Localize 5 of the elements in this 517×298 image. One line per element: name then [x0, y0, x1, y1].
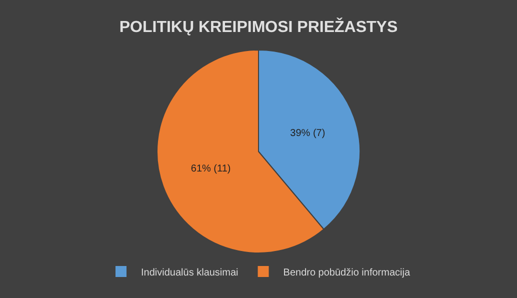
chart-title: POLITIKŲ KREIPIMOSI PRIEŽASTYS — [119, 17, 398, 36]
legend-label: Bendro pobūdžio informacija — [283, 267, 410, 278]
data-label: 61% (11) — [190, 163, 231, 174]
data-label: 39% (7) — [290, 128, 326, 140]
legend-label: Individualūs klausimai — [141, 267, 238, 278]
